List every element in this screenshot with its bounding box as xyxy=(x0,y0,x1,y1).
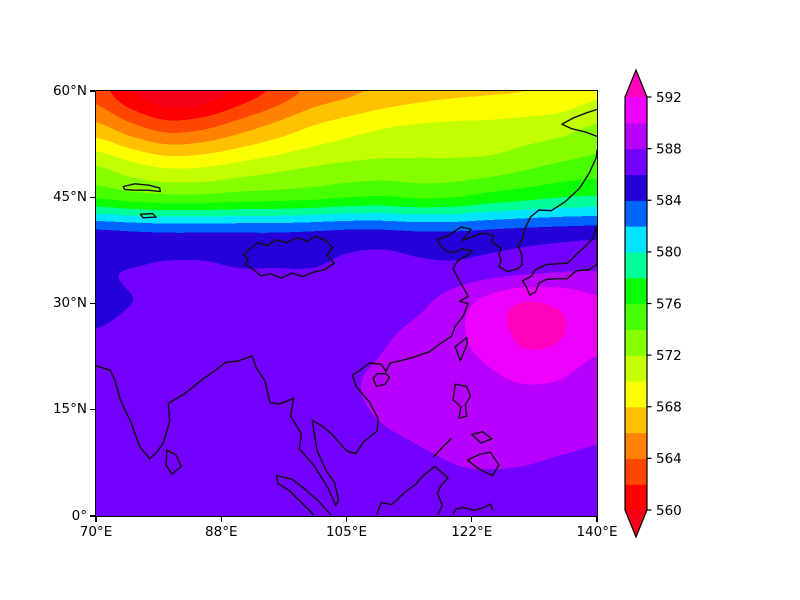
y-tick-label: 45°N xyxy=(52,188,87,205)
colorbar-segment xyxy=(625,484,647,511)
x-tick-label: 88°E xyxy=(205,524,238,540)
colorbar-tick-label: 572 xyxy=(656,348,682,364)
y-tick-label: 0° xyxy=(71,507,87,524)
x-tick-label: 70°E xyxy=(79,524,113,540)
y-tick-label: 30°N xyxy=(52,295,87,311)
colorbar-tick-label: 592 xyxy=(656,90,682,106)
colorbar-segment xyxy=(625,406,647,434)
x-tick-mark xyxy=(345,517,348,522)
x-tick-label: 140°E xyxy=(576,524,618,540)
colorbar-tick-label: 564 xyxy=(656,451,682,467)
colorbar-segment xyxy=(625,380,647,408)
colorbar-under-arrow xyxy=(625,510,647,537)
y-axis: 0° 15°N 30°N 45°N 60°N xyxy=(0,83,95,524)
colorbar-segment xyxy=(625,277,647,305)
y-tick-mark xyxy=(90,90,95,92)
colorbar-segment xyxy=(625,226,647,253)
colorbar-segment xyxy=(625,148,647,176)
contour-canvas xyxy=(96,91,597,516)
y-tick-label: 15°N xyxy=(52,401,87,418)
x-tick-mark xyxy=(220,517,222,522)
colorbar: 592 588 584 580 576 572 568 564 560 xyxy=(624,68,682,539)
colorbar-segment xyxy=(625,200,647,227)
colorbar-tick-label: 560 xyxy=(656,503,682,519)
colorbar-segment xyxy=(625,122,647,150)
colorbar-segment xyxy=(625,458,647,485)
y-tick-mark xyxy=(90,409,95,411)
y-tick-mark xyxy=(90,515,95,517)
colorbar-tick-label: 584 xyxy=(656,193,682,209)
colorbar-segment xyxy=(625,174,647,201)
x-tick-label: 105°E xyxy=(325,524,368,540)
x-tick-mark xyxy=(471,517,473,522)
map-plot-area xyxy=(95,90,598,517)
x-tick-label: 122°E xyxy=(451,524,493,540)
y-tick-mark xyxy=(90,196,95,198)
colorbar-tick-label: 580 xyxy=(656,245,682,261)
x-tick-mark xyxy=(596,517,598,522)
y-tick-label: 60°N xyxy=(52,82,87,99)
x-axis: 70°E 88°E 105°E 122°E 140°E xyxy=(80,517,618,559)
colorbar-tick-label: 576 xyxy=(656,296,682,312)
colorbar-tick-label: 568 xyxy=(656,400,682,416)
colorbar-segment xyxy=(625,97,647,124)
colorbar-segment xyxy=(625,355,647,382)
colorbar-segment xyxy=(625,329,647,356)
colorbar-tick-label: 588 xyxy=(656,141,682,157)
x-tick-mark xyxy=(95,517,97,522)
colorbar-segment xyxy=(625,303,647,330)
colorbar-segment xyxy=(625,432,647,459)
colorbar-over-arrow xyxy=(625,70,647,97)
colorbar-segment xyxy=(625,251,647,279)
y-tick-mark xyxy=(90,302,95,305)
